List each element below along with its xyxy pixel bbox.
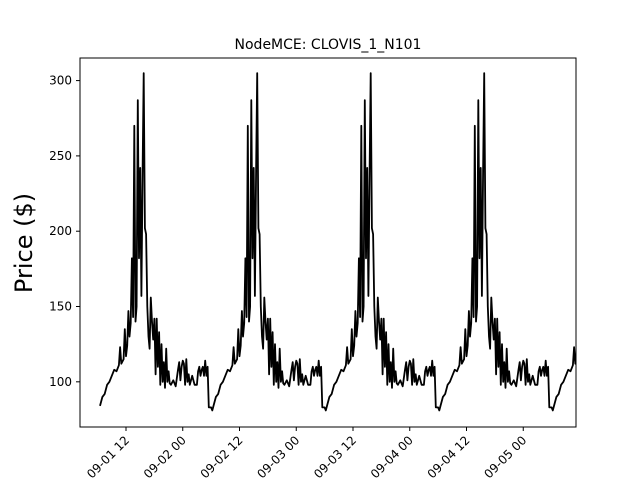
y-tick-label: 200 bbox=[49, 224, 72, 238]
y-tick-label: 100 bbox=[49, 375, 72, 389]
plot-area-frame bbox=[79, 57, 577, 428]
price-series-line bbox=[99, 72, 576, 412]
chart-title: NodeMCE: CLOVIS_1_N101 bbox=[235, 37, 422, 53]
y-tick-label: 300 bbox=[49, 74, 72, 88]
y-tick-label: 150 bbox=[49, 300, 72, 314]
y-axis-ticks: 100 150 200 250 300 bbox=[49, 74, 80, 389]
y-tick-label: 250 bbox=[49, 149, 72, 163]
y-axis-label: Price ($) bbox=[10, 193, 38, 293]
